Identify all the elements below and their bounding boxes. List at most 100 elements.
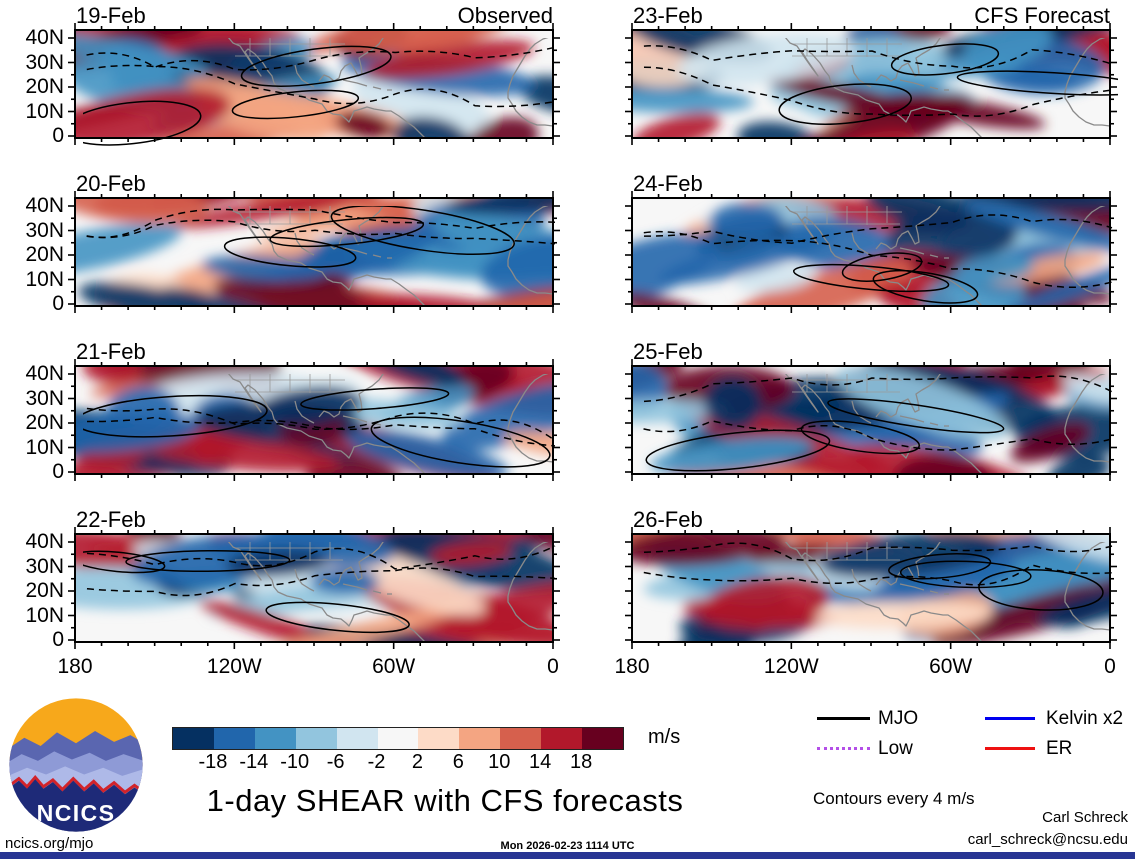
shear-map [68,23,560,146]
colorbar-tick-label: -6 [326,751,345,773]
colorbar-segment [541,728,583,749]
legend-line-kelvin-x2 [985,717,1035,720]
wave-contours [640,43,1118,125]
wave-contours [83,206,556,268]
panel-date-label: 25-Feb [633,339,703,364]
y-axis-tick-label: 40N [25,530,64,553]
wave-contours [640,214,1113,304]
coastlines [227,38,554,139]
colorbar-segment [213,728,255,749]
y-axis-tick-label: 40N [25,194,64,217]
panel-date-label: 23-Feb [633,3,703,28]
wave-contours [640,542,1113,611]
colorbar-segment [377,728,419,749]
panel-date-label: 21-Feb [76,339,146,364]
x-axis-tick-label: 180 [614,655,650,678]
colorbar-tick-label: -10 [280,751,310,773]
legend-label: MJO [878,708,919,729]
x-axis-tick-label: 180 [57,655,93,678]
map-panel-19-Feb [67,22,561,146]
coastlines [227,542,554,643]
y-axis-tick-label: 0 [52,628,64,651]
coastlines [227,374,554,475]
site-url: ncics.org/mjo [5,835,94,852]
panel-date-label: 24-Feb [633,171,703,196]
map-panel-21-Feb [67,358,561,482]
timestamp: Mon 2026-02-23 1114 UTC [500,840,635,852]
legend-line-mjo [817,717,870,720]
wave-contours [83,45,556,146]
wave-contours [640,375,1113,472]
colorbar-units: m/s [648,726,681,748]
colorbar-tick-label: 10 [488,751,511,773]
legend-label: Low [878,738,913,759]
colorbar-tick-label: 18 [569,751,593,773]
coastlines [784,38,1111,139]
shear-map [625,359,1117,481]
y-axis-tick-label: 40N [25,362,64,385]
shear-map [625,191,1117,313]
colorbar-segment [418,728,460,749]
panel-date-label: 20-Feb [76,171,146,196]
y-axis-tick-label: 30N [25,386,64,410]
contour-note: Contours every 4 m/s [813,789,975,808]
y-axis-tick-label: 10N [25,435,64,459]
ncics-logo: NCICS [9,698,143,832]
colorbar-tick-label: 2 [411,751,424,773]
colorbar-tick-label: -2 [367,751,386,773]
panel-date-label: 22-Feb [76,507,146,532]
shear-map [625,527,1117,649]
legend-line-er [985,747,1035,750]
y-axis-tick-label: 20N [25,579,64,602]
logo-red-ridge [9,774,143,795]
y-axis-tick-label: 10N [25,99,64,123]
map-panel-25-Feb [624,358,1118,482]
y-axis-tick-label: 30N [25,554,64,578]
x-axis-tick-label: 120W [763,655,819,678]
x-axis-tick-label: 120W [206,655,262,678]
column-label-forecast: CFS Forecast [974,3,1110,28]
x-axis-tick-label: 60W [929,655,973,678]
map-panel-26-Feb [624,526,1118,650]
colorbar-segment [459,728,501,749]
colorbar-segment [336,728,378,749]
shear-map [68,359,560,481]
panel-date-label: 19-Feb [76,3,146,28]
panel-date-label: 26-Feb [633,507,703,532]
logo-text: NCICS [37,800,116,826]
wave-contours [83,387,556,468]
y-axis-tick-label: 0 [52,124,64,147]
y-axis-tick-label: 0 [52,460,64,483]
shear-map [68,191,560,313]
colorbar-tick-label: 6 [452,751,464,773]
author-email: carl_schreck@ncsu.edu [967,831,1128,848]
y-axis-tick-label: 40N [25,26,64,49]
author-name: Carl Schreck [1042,809,1128,826]
x-axis-tick-label: 0 [1104,655,1116,678]
shear-map [625,23,1118,145]
x-axis-tick-label: 60W [372,655,416,678]
colorbar-segment [173,728,214,749]
y-axis-tick-label: 0 [52,292,64,315]
colorbar-segment [254,728,296,749]
y-axis-tick-label: 10N [25,603,64,627]
y-axis-tick-label: 20N [25,243,64,266]
legend-label: Kelvin x2 [1046,708,1124,729]
column-label-observed: Observed [457,3,553,28]
colorbar-segment [500,728,542,749]
colorbar-segment [582,728,623,749]
y-axis-tick-label: 20N [25,75,64,98]
y-axis-tick-label: 10N [25,267,64,291]
map-panel-23-Feb [624,22,1118,146]
bottom-bar [0,852,1135,859]
shear-map [68,527,560,649]
colorbar-segment [295,728,337,749]
legend-line-low [817,747,870,750]
map-panel-20-Feb [67,190,561,314]
y-axis-tick-label: 30N [25,218,64,242]
figure-title: 1-day SHEAR with CFS forecasts [206,783,684,818]
colorbar-tick-label: 14 [529,751,552,773]
coastlines [227,206,554,307]
y-axis-tick-label: 20N [25,411,64,434]
